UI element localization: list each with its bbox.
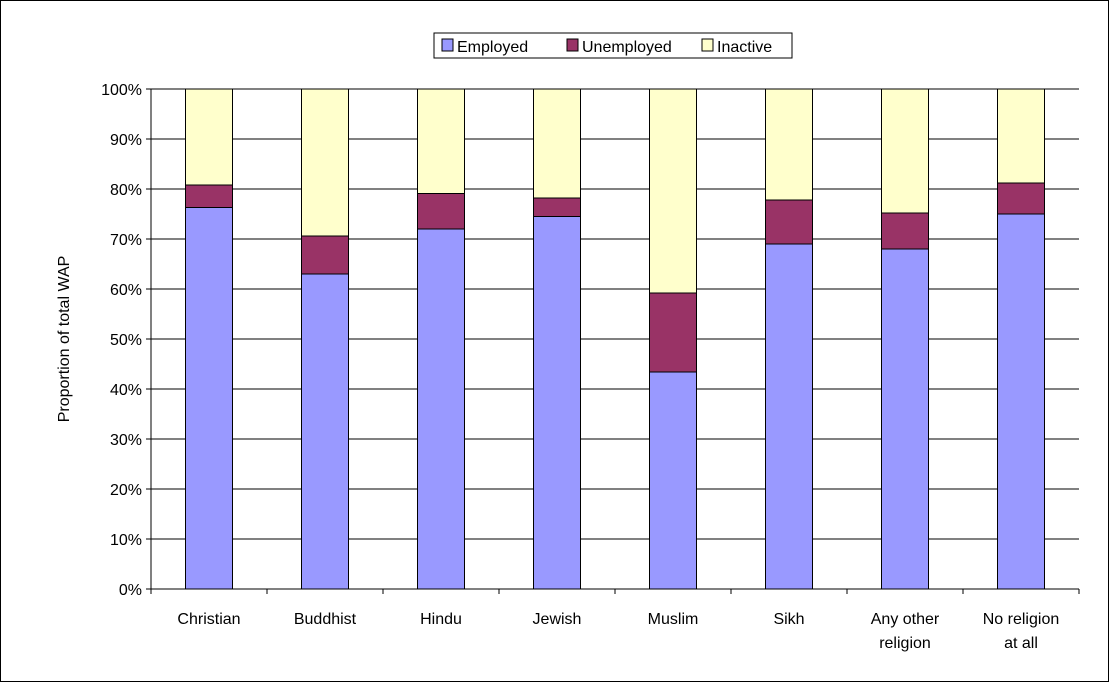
bar-inactive — [533, 88, 581, 199]
x-tick-label: Sikh — [773, 611, 804, 628]
y-tick-label: 70% — [110, 232, 142, 249]
bar-unemployed — [185, 184, 233, 208]
x-tick-label: Any other — [871, 611, 940, 628]
bar-unemployed — [533, 197, 581, 217]
bar-unemployed — [997, 182, 1045, 215]
y-tick-label: 10% — [110, 532, 142, 549]
legend-swatch-unemployed — [566, 38, 579, 52]
legend-label-employed: Employed — [457, 39, 528, 56]
y-tick-label: 0% — [119, 582, 142, 599]
bar-employed — [649, 371, 697, 590]
bar-unemployed — [881, 212, 929, 250]
bar-employed — [881, 248, 929, 590]
bar-unemployed — [649, 292, 697, 373]
axes — [150, 89, 1080, 594]
bar-employed — [185, 207, 233, 590]
bar-unemployed — [765, 199, 813, 245]
legend-swatch-inactive — [701, 38, 714, 52]
x-tick-label: at all — [1004, 635, 1038, 652]
x-tick-label: religion — [879, 635, 931, 652]
gridlines — [146, 88, 1079, 590]
y-tick-label: 30% — [110, 432, 142, 449]
y-tick-label: 60% — [110, 282, 142, 299]
x-tick-label: Buddhist — [294, 611, 357, 628]
y-axis-title: Proportion of total WAP — [56, 256, 73, 423]
bar-inactive — [997, 88, 1045, 184]
y-tick-labels: 0% 10% 20% 30% 40% 50% 60% 70% 80% 90% 100% — [101, 82, 142, 599]
x-tick-labels: Christian Buddhist Hindu Jewish Muslim Sikh An… — [177, 611, 1059, 652]
bar-employed — [765, 243, 813, 590]
bar-employed — [301, 273, 349, 590]
legend-label-unemployed: Unemployed — [582, 39, 672, 56]
y-tick-label: 90% — [110, 132, 142, 149]
bar-inactive — [649, 88, 697, 294]
legend-swatch-employed — [441, 38, 454, 52]
bar-inactive — [765, 88, 813, 201]
y-tick-label: 50% — [110, 332, 142, 349]
legend-box — [433, 32, 793, 59]
bar-unemployed — [301, 235, 349, 275]
bar-employed — [997, 213, 1045, 590]
bar-employed — [417, 228, 465, 590]
x-tick-label: Christian — [177, 611, 240, 628]
legend: Employed Unemployed Inactive — [433, 32, 793, 59]
x-tick-label: Jewish — [533, 611, 582, 628]
legend-label-inactive: Inactive — [717, 39, 772, 56]
bar-unemployed — [417, 193, 465, 230]
bar-inactive — [301, 88, 349, 237]
bar-inactive — [417, 88, 465, 194]
bar-inactive — [881, 88, 929, 214]
y-tick-label: 100% — [101, 82, 142, 99]
bar-inactive — [185, 88, 233, 186]
x-tick-label: Hindu — [420, 611, 462, 628]
y-tick-label: 40% — [110, 382, 142, 399]
x-tick-label: Muslim — [648, 611, 699, 628]
y-tick-label: 20% — [110, 482, 142, 499]
bars — [185, 88, 1045, 590]
x-tick-label: No religion — [983, 611, 1059, 628]
y-tick-label: 80% — [110, 182, 142, 199]
bar-employed — [533, 216, 581, 590]
